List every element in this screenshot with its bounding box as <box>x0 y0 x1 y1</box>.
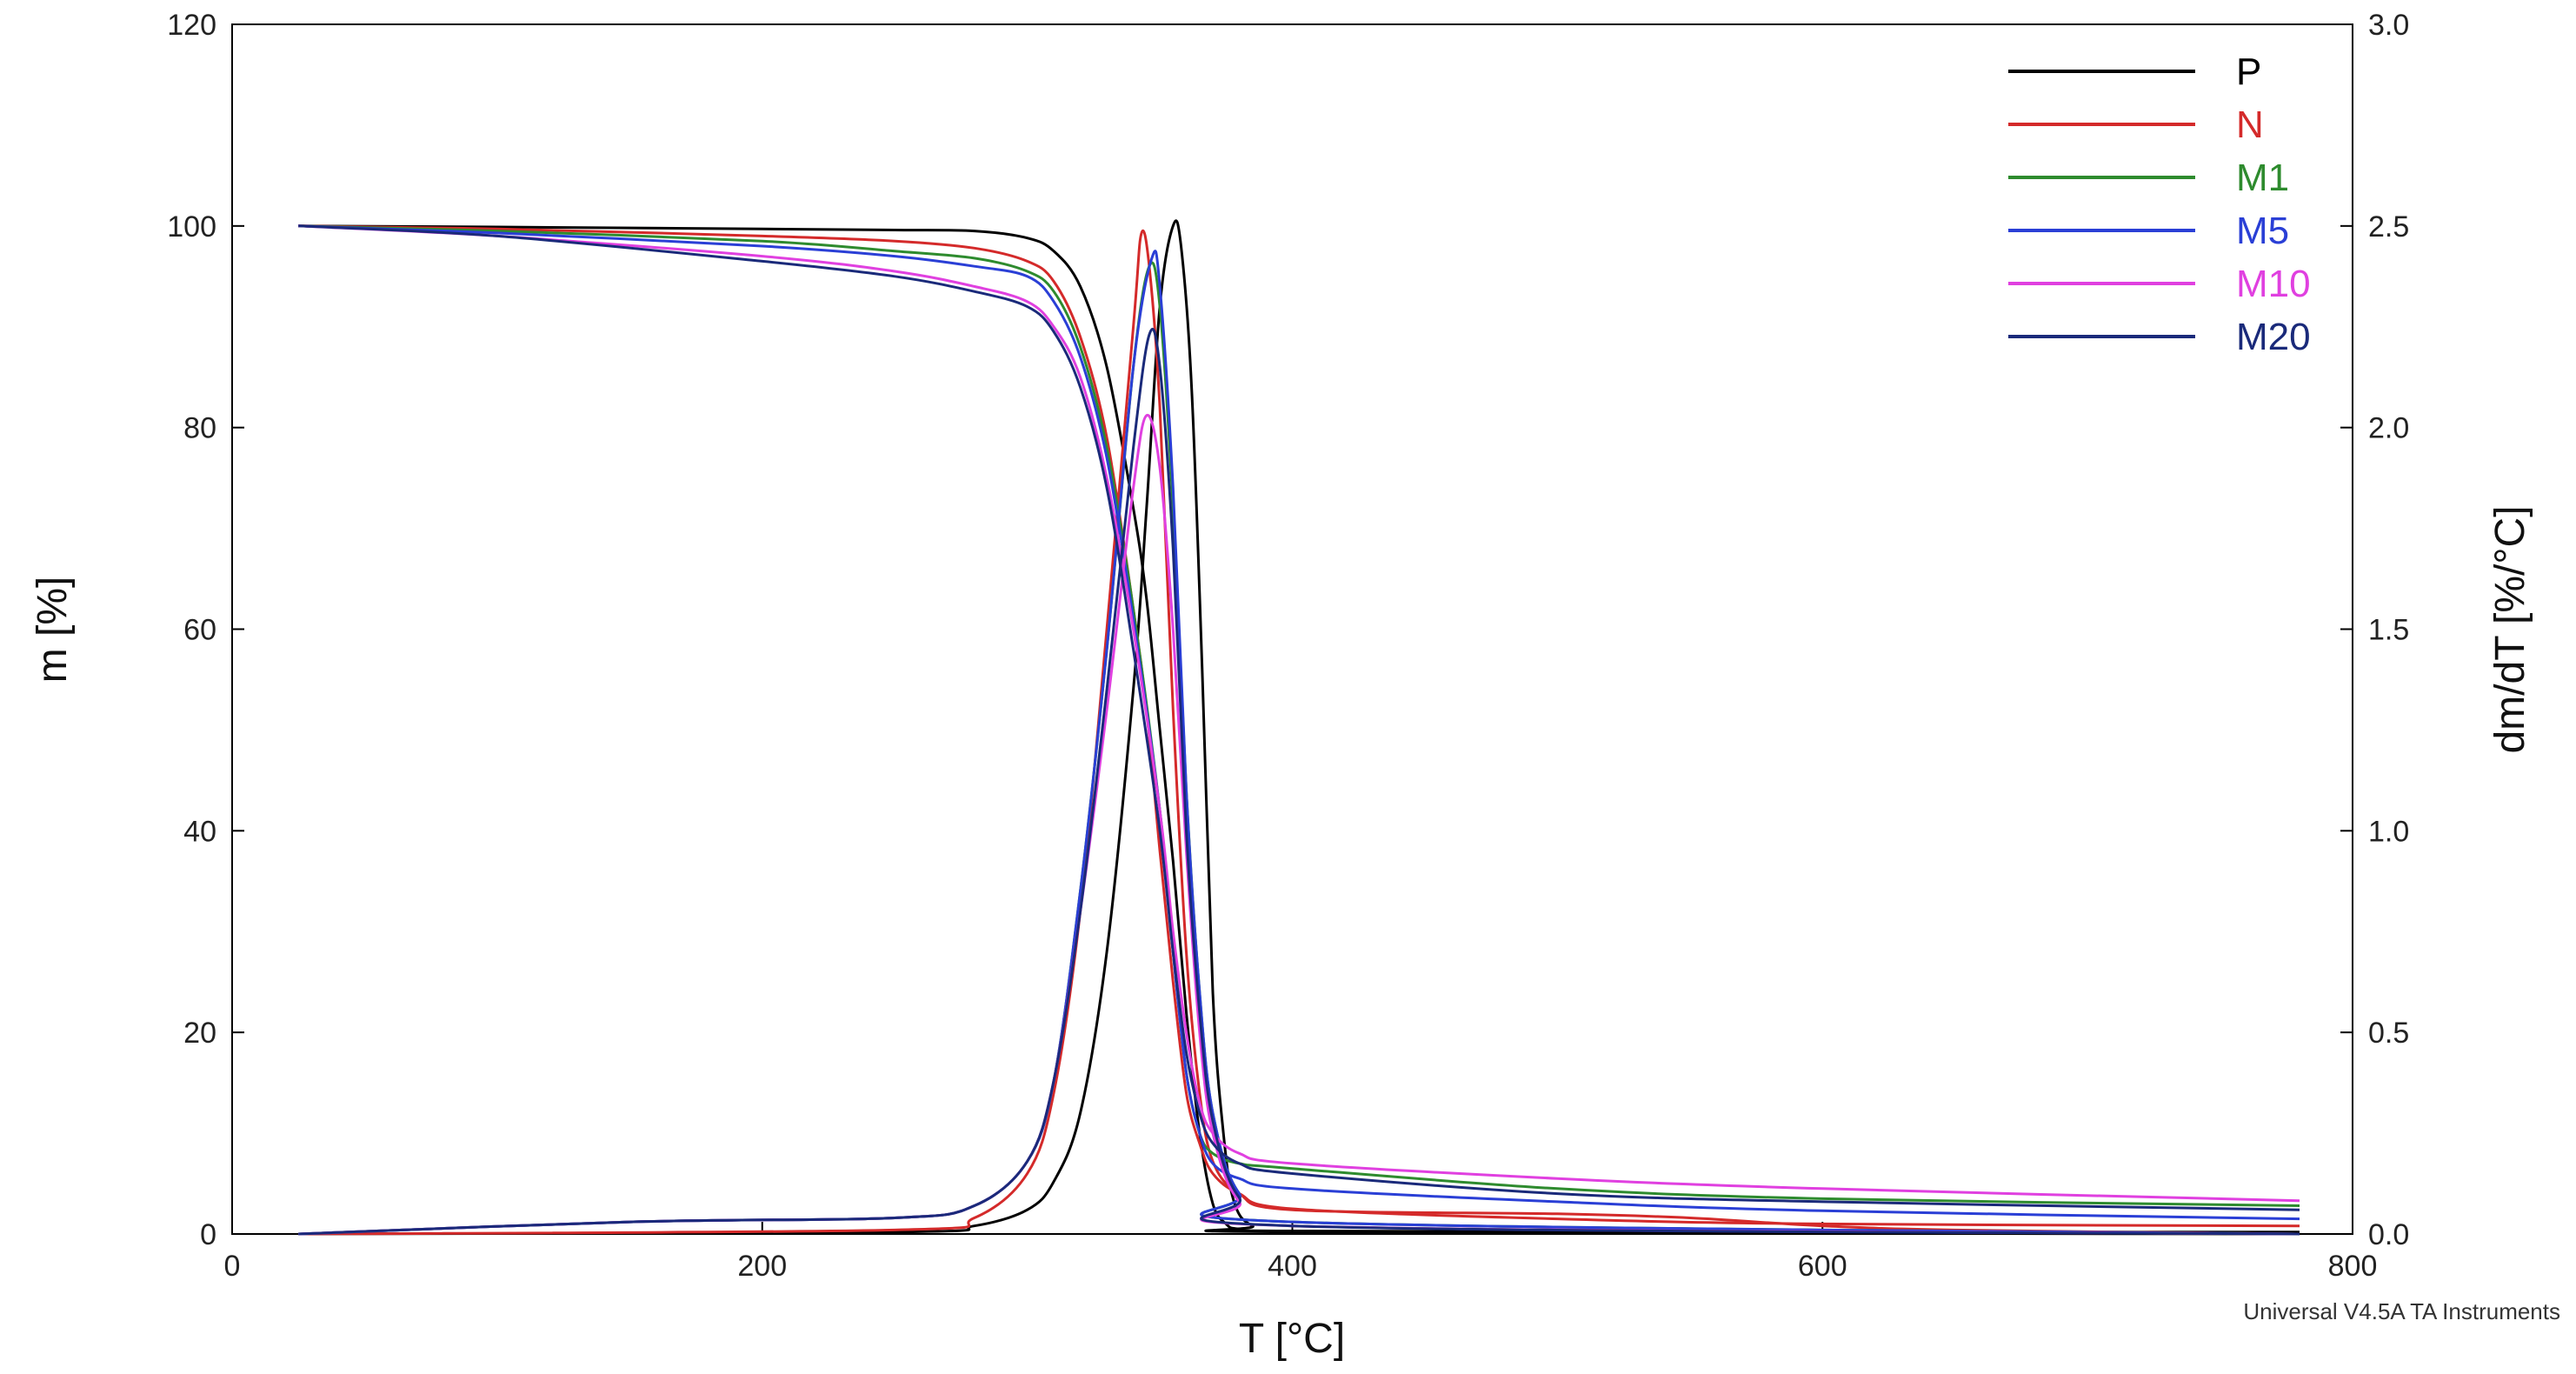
right-axis-ticks: 0.0 0.5 1.0 1.5 2.0 2.5 3.0 <box>2340 9 2409 1251</box>
x-tick-label: 600 <box>1798 1250 1847 1283</box>
left-tick-label: 20 <box>183 1017 216 1050</box>
left-axis-ticks: 0 20 40 60 80 100 120 <box>167 9 244 1251</box>
left-tick-label: 100 <box>167 210 216 243</box>
legend-label-m1: M1 <box>2236 157 2289 199</box>
left-tick-label: 80 <box>183 412 216 445</box>
left-tick-label: 60 <box>183 614 216 647</box>
derivative-line-n <box>298 229 2300 1236</box>
mass-line-n <box>298 224 2300 1228</box>
mass-line-m10 <box>298 224 2300 1203</box>
legend-label-n: N <box>2236 103 2264 146</box>
left-tick-label: 40 <box>183 815 216 848</box>
legend-label-m10: M10 <box>2236 263 2311 305</box>
right-tick-label: 1.5 <box>2368 614 2409 647</box>
right-tick-label: 0.5 <box>2368 1017 2409 1050</box>
derivative-line-m5 <box>298 250 2300 1236</box>
right-tick-label: 3.0 <box>2368 9 2409 42</box>
x-tick-label: 200 <box>737 1250 787 1283</box>
right-tick-label: 2.0 <box>2368 412 2409 445</box>
footer-text: Universal V4.5A TA Instruments <box>2243 1298 2560 1324</box>
legend-label-p: P <box>2236 50 2261 93</box>
y-right-axis-title: dm/dT [%/°C] <box>2487 505 2533 753</box>
right-tick-label: 2.5 <box>2368 210 2409 243</box>
left-tick-label: 0 <box>200 1218 216 1251</box>
right-tick-label: 1.0 <box>2368 815 2409 848</box>
plot-frame <box>231 23 2353 1235</box>
mass-line-m20 <box>298 224 2300 1211</box>
derivative-line-m10 <box>298 413 2300 1236</box>
mass-line-p <box>298 224 2300 1234</box>
x-axis-ticks: 0 200 400 600 800 <box>224 1222 2378 1283</box>
x-tick-label: 0 <box>224 1250 241 1283</box>
derivative-line-p <box>298 219 2300 1236</box>
legend-label-m5: M5 <box>2236 210 2289 252</box>
legend: PN M1 M5 M10 M20 <box>2008 50 2311 358</box>
x-tick-label: 800 <box>2328 1250 2378 1283</box>
mass-line-m1 <box>298 224 2300 1207</box>
mass-line-m5 <box>298 224 2300 1221</box>
series-layer <box>298 219 2300 1236</box>
left-tick-label: 120 <box>167 9 216 42</box>
x-axis-title: T [°C] <box>1239 1316 1345 1362</box>
right-tick-label: 0.0 <box>2368 1218 2409 1251</box>
y-left-axis-title: m [%] <box>30 577 76 684</box>
derivative-line-m20 <box>298 328 2300 1236</box>
legend-label-m20: M20 <box>2236 316 2311 358</box>
x-tick-label: 400 <box>1268 1250 1317 1283</box>
derivative-line-m1 <box>298 261 2300 1236</box>
